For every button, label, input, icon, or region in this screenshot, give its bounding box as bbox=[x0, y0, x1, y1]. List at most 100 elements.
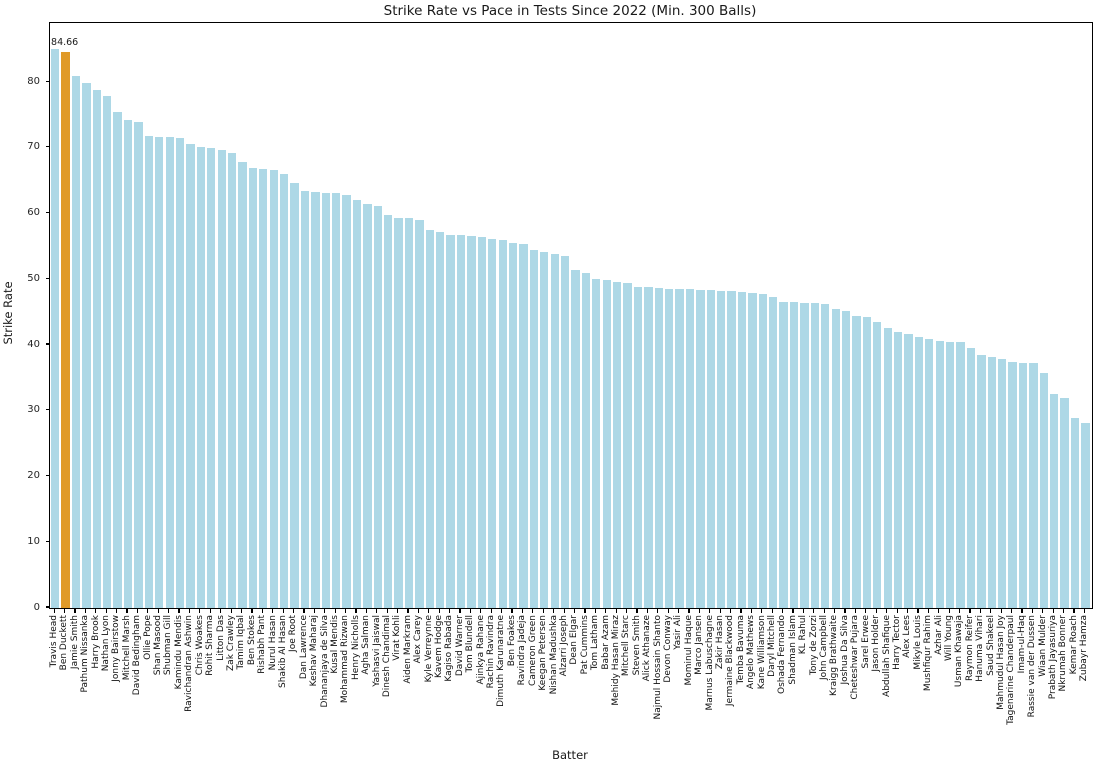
bar-column bbox=[331, 23, 341, 608]
x-tick: Raymon Reifer bbox=[965, 608, 975, 725]
x-tick-mark bbox=[636, 608, 638, 613]
bar-column bbox=[258, 23, 268, 608]
x-tick-label: Tamim Iqbal bbox=[236, 614, 247, 670]
x-tick-label: Jermaine Blackwood bbox=[725, 614, 736, 706]
x-tick-mark bbox=[303, 608, 305, 613]
bar-column bbox=[133, 23, 143, 608]
bar-column bbox=[404, 23, 414, 608]
bar bbox=[717, 290, 726, 608]
x-tick: Nkrumah Bonner bbox=[1058, 608, 1068, 725]
bar-column bbox=[664, 23, 674, 608]
x-tick: Mominul Haque bbox=[684, 608, 694, 725]
bar-column bbox=[799, 23, 809, 608]
bar-column bbox=[300, 23, 310, 608]
bar bbox=[175, 138, 185, 608]
x-tick: Azhar Ali bbox=[934, 608, 944, 725]
bar bbox=[810, 303, 819, 608]
bar bbox=[498, 239, 507, 608]
x-tick-label: Shakib Al Hasan bbox=[277, 614, 288, 688]
x-tick-label: Hanuma Vihari bbox=[975, 614, 986, 682]
x-tick-mark bbox=[896, 608, 898, 613]
x-tick: Joshua Da Silva bbox=[840, 608, 850, 725]
x-tick-mark bbox=[844, 608, 846, 613]
x-tick-label: Steven Smith bbox=[631, 614, 642, 675]
x-tick-label: Pathum Nissanka bbox=[80, 614, 91, 693]
bar bbox=[727, 291, 736, 608]
x-tick-mark bbox=[740, 608, 742, 613]
y-tick-mark bbox=[45, 474, 50, 477]
bar-column bbox=[924, 23, 934, 608]
bars-row bbox=[50, 23, 1092, 608]
bar bbox=[873, 322, 882, 608]
bar-column bbox=[841, 23, 851, 608]
bar bbox=[123, 119, 133, 608]
bar-column bbox=[997, 23, 1007, 608]
bar bbox=[560, 256, 570, 608]
x-tick-mark bbox=[324, 608, 326, 613]
bar-column bbox=[987, 23, 997, 608]
x-tick-mark bbox=[1031, 608, 1033, 613]
x-tick-mark bbox=[74, 608, 76, 613]
x-tick-label: Abdullah Shafique bbox=[881, 614, 892, 697]
bar-column bbox=[92, 23, 102, 608]
x-tick-label: Tom Blundell bbox=[465, 614, 476, 672]
x-tick-label: Ravichandran Ashwin bbox=[184, 614, 195, 712]
x-tick-mark bbox=[834, 608, 836, 613]
x-tick: Virat Kohli bbox=[392, 608, 402, 725]
x-tick: Mitchell Starc bbox=[621, 608, 631, 725]
bar bbox=[51, 49, 60, 608]
x-tick: Kusal Mendis bbox=[329, 608, 340, 725]
bar-column bbox=[144, 23, 154, 608]
bar bbox=[82, 83, 91, 608]
bar bbox=[748, 292, 757, 608]
x-tick: Devon Conway bbox=[663, 608, 673, 725]
bar bbox=[321, 192, 330, 608]
x-tick-mark bbox=[771, 608, 773, 613]
x-tick-mark bbox=[698, 608, 700, 613]
bar bbox=[883, 328, 892, 608]
x-tick-mark bbox=[417, 608, 420, 613]
x-tick-mark bbox=[397, 608, 399, 613]
bar-column bbox=[1070, 23, 1080, 608]
x-tick: Dan Lawrence bbox=[299, 608, 309, 725]
bar bbox=[196, 146, 206, 608]
x-tick-label: Kusal Mendis bbox=[329, 614, 340, 674]
bar bbox=[404, 218, 414, 608]
bar bbox=[456, 235, 466, 608]
bar bbox=[529, 250, 539, 608]
x-tick-mark bbox=[958, 608, 961, 613]
bar-column bbox=[570, 23, 580, 608]
x-tick: Shan Masood bbox=[153, 608, 163, 725]
x-tick: Cameron Green bbox=[528, 608, 538, 725]
x-tick-mark bbox=[886, 608, 888, 613]
x-tick-mark bbox=[251, 608, 253, 613]
x-tick-mark bbox=[272, 608, 274, 613]
bar-column bbox=[1059, 23, 1069, 608]
bar-column bbox=[695, 23, 705, 608]
x-tick-label: Zubayr Hamza bbox=[1079, 614, 1090, 681]
bar bbox=[904, 333, 913, 608]
bar bbox=[769, 297, 778, 608]
y-tick-label: 30 bbox=[27, 404, 40, 416]
x-tick: Zak Crawley bbox=[226, 608, 236, 725]
x-tick: Dinesh Chandimal bbox=[382, 608, 392, 725]
bar bbox=[1060, 398, 1069, 608]
bar-column bbox=[206, 23, 216, 608]
x-tick-label: Kyle Verreynne bbox=[423, 614, 434, 682]
bar-column bbox=[778, 23, 788, 608]
bar-column bbox=[529, 23, 539, 608]
x-tick-label: Alex Carey bbox=[413, 614, 424, 663]
x-tick: Mehidy Hasan Miraz bbox=[611, 608, 621, 725]
x-tick-label: Alex Lees bbox=[902, 614, 913, 658]
x-tick: Steven Smith bbox=[631, 608, 642, 725]
x-tick-label: Joe Root bbox=[288, 614, 299, 652]
x-tick-mark bbox=[386, 608, 388, 613]
x-tick-label: Ajinkya Rahane bbox=[475, 614, 486, 685]
bar bbox=[342, 194, 351, 608]
x-tick: Ravindra Jadeja bbox=[517, 608, 527, 725]
bar-column bbox=[435, 23, 445, 608]
x-tick: Dhananjaya de Silva bbox=[320, 608, 330, 725]
bar bbox=[779, 301, 788, 608]
x-tick-mark bbox=[584, 608, 586, 613]
x-tick: Tom Blundell bbox=[465, 608, 476, 725]
